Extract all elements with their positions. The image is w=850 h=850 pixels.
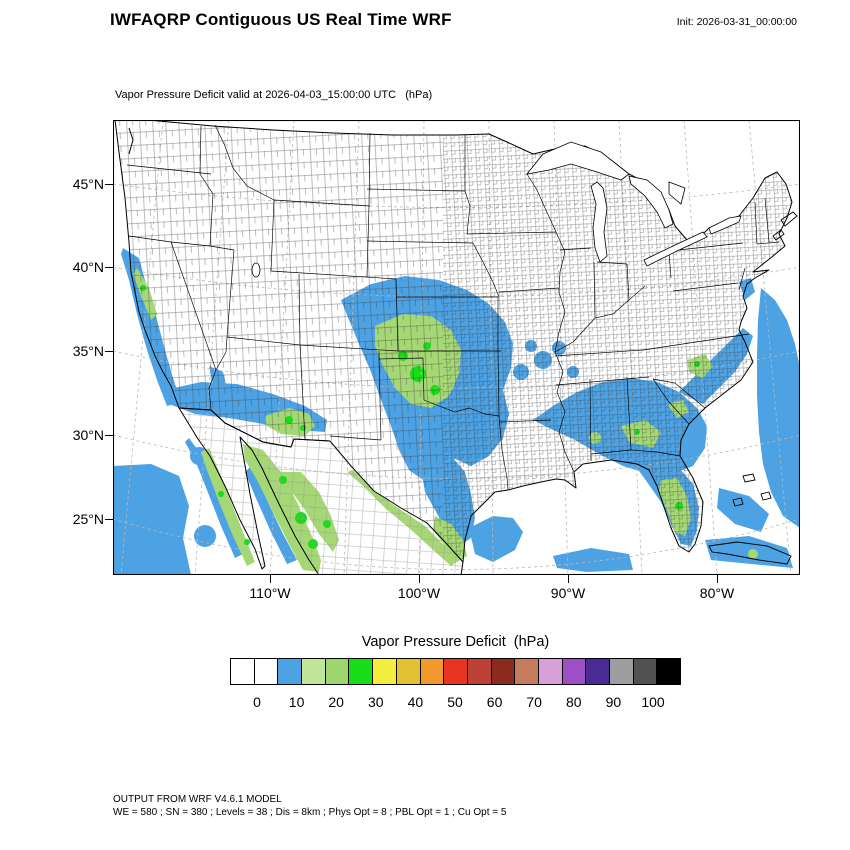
lat-label-45n: 45°N (72, 176, 104, 192)
colorbar-cell (278, 659, 303, 684)
page-title: IWFAQRP Contiguous US Real Time WRF (110, 10, 452, 29)
colorbar-cell (491, 659, 516, 684)
lon-label-90w: 90°W (550, 585, 586, 601)
colorbar-tick-label: 60 (486, 694, 503, 710)
lat-tick (105, 519, 113, 521)
lon-label-80w: 80°W (699, 585, 735, 601)
colorbar-cell (325, 659, 350, 684)
map-plot (113, 120, 800, 575)
lat-label-35n: 35°N (72, 343, 104, 359)
colorbar-cell (254, 659, 279, 684)
colorbar-cell (633, 659, 658, 684)
colorbar-title: Vapor Pressure Deficit (hPa) (361, 634, 550, 650)
colorbar-cell (657, 659, 681, 684)
colorbar (230, 658, 681, 685)
colorbar-cell (349, 659, 374, 684)
colorbar-cell (373, 659, 397, 684)
valid-time-subtitle: Vapor Pressure Deficit valid at 2026-04-… (115, 89, 433, 101)
lon-tick (717, 575, 719, 583)
colorbar-tick-label: 100 (641, 694, 665, 710)
colorbar-tick-label: 50 (447, 694, 463, 710)
lat-label-40n: 40°N (72, 259, 104, 275)
colorbar-tick-labels: 0 10 20 30 40 50 60 70 80 90 100 (230, 694, 681, 714)
lat-label-25n: 25°N (72, 511, 104, 527)
state-borders (126, 124, 780, 491)
colorbar-tick-label: 70 (526, 694, 542, 710)
colorbar-cell (420, 659, 445, 684)
colorbar-cell (231, 659, 255, 684)
colorbar-tick-label: 10 (288, 694, 305, 710)
nova-scotia-outline (772, 211, 798, 241)
colorbar-tick-label: 80 (566, 694, 582, 710)
colorbar-cell (467, 659, 492, 684)
colorbar-cell (610, 659, 634, 684)
colorbar-tick-label: 20 (328, 694, 344, 710)
colorbar-cell (586, 659, 610, 684)
lat-tick (105, 351, 113, 353)
lat-tick (105, 435, 113, 437)
lon-tick (419, 575, 421, 583)
footer-config-line: WE = 580 ; SN = 380 ; Levels = 38 ; Dis … (113, 807, 507, 818)
colorbar-cell (302, 659, 326, 684)
lat-tick (105, 184, 113, 186)
footer-model-line: OUTPUT FROM WRF V4.6.1 MODEL (113, 794, 282, 805)
islands (708, 211, 798, 565)
colorbar-cell (538, 659, 563, 684)
lat-label-30n: 30°N (72, 427, 104, 443)
coastlines (114, 120, 793, 575)
init-time-label: Init: 2026-03-31_00:00:00 (676, 16, 797, 28)
colorbar-cell (444, 659, 468, 684)
lon-tick (568, 575, 570, 583)
lon-tick (270, 575, 272, 583)
lat-tick (105, 267, 113, 269)
bahamas-outline (732, 473, 772, 507)
conus-map-svg (113, 120, 800, 575)
great-salt-lake (251, 262, 261, 278)
colorbar-tick-label: 0 (253, 694, 261, 710)
great-lakes (251, 141, 742, 278)
cuba-outline (708, 541, 792, 565)
colorbar-tick-label: 30 (368, 694, 384, 710)
colorbar-tick-label: 40 (407, 694, 424, 710)
colorbar-cell (562, 659, 587, 684)
map-frame-border (113, 120, 800, 575)
colorbar-cell (515, 659, 539, 684)
colorbar-cell (396, 659, 421, 684)
colorbar-tick-label: 90 (605, 694, 622, 710)
lon-label-100w: 100°W (397, 585, 441, 601)
lon-label-110w: 110°W (249, 585, 291, 601)
